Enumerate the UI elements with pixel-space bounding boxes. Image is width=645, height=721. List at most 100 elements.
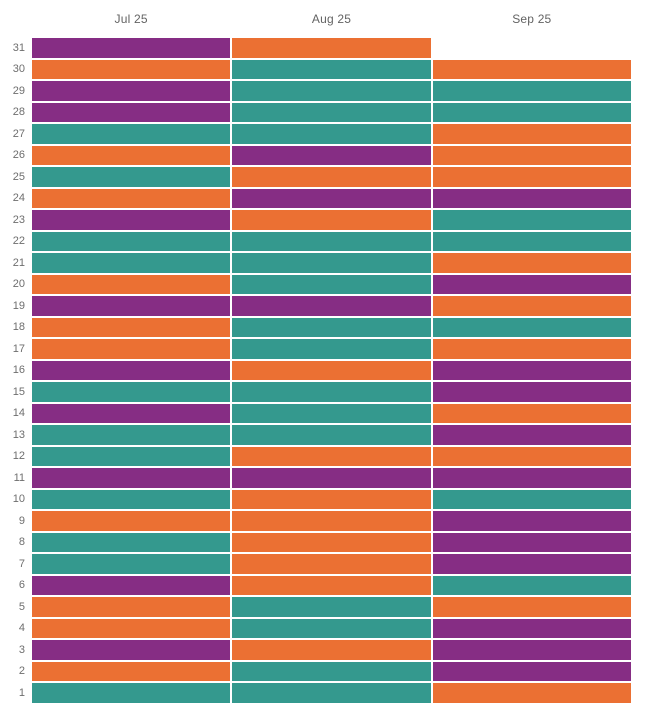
row-label: 6 bbox=[18, 579, 25, 592]
heatmap-cell[interactable] bbox=[432, 382, 631, 402]
heatmap-cell[interactable] bbox=[232, 683, 431, 703]
heatmap-cell[interactable] bbox=[232, 188, 431, 208]
heatmap-cell[interactable] bbox=[32, 59, 231, 79]
heatmap-cell[interactable] bbox=[32, 145, 231, 165]
heatmap-cell[interactable] bbox=[32, 661, 231, 681]
heatmap-cell[interactable] bbox=[232, 382, 431, 402]
heatmap-cell[interactable] bbox=[232, 360, 431, 380]
heatmap-cell[interactable] bbox=[432, 489, 631, 509]
heatmap-cell[interactable] bbox=[432, 274, 631, 294]
heatmap-cell[interactable] bbox=[432, 446, 631, 466]
heatmap-cell[interactable] bbox=[232, 81, 431, 101]
heatmap-cell[interactable] bbox=[232, 253, 431, 273]
heatmap-cell[interactable] bbox=[432, 511, 631, 531]
heatmap-cell[interactable] bbox=[432, 102, 631, 122]
heatmap-cell[interactable] bbox=[432, 296, 631, 316]
heatmap-cell[interactable] bbox=[432, 683, 631, 703]
heatmap-cell[interactable] bbox=[32, 296, 231, 316]
heatmap-cell[interactable] bbox=[432, 81, 631, 101]
heatmap-cell[interactable] bbox=[32, 640, 231, 660]
heatmap-cell[interactable] bbox=[32, 511, 231, 531]
heatmap-cell[interactable] bbox=[32, 188, 231, 208]
heatmap-cell[interactable] bbox=[32, 124, 231, 144]
heatmap-cell[interactable] bbox=[232, 296, 431, 316]
heatmap-cell[interactable] bbox=[32, 274, 231, 294]
heatmap-cell[interactable] bbox=[232, 145, 431, 165]
column-header-sep: Sep 25 bbox=[512, 12, 552, 26]
heatmap-cell[interactable] bbox=[232, 575, 431, 595]
heatmap-cell[interactable] bbox=[232, 511, 431, 531]
heatmap-cell[interactable] bbox=[32, 360, 231, 380]
heatmap-cell[interactable] bbox=[432, 532, 631, 552]
heatmap-cell[interactable] bbox=[232, 597, 431, 617]
heatmap-cell[interactable] bbox=[32, 38, 231, 58]
heatmap-cell[interactable] bbox=[232, 532, 431, 552]
row-label: 13 bbox=[12, 428, 25, 441]
heatmap-cell[interactable] bbox=[32, 253, 231, 273]
heatmap-cell[interactable] bbox=[432, 554, 631, 574]
heatmap-cell[interactable] bbox=[32, 468, 231, 488]
heatmap-cell[interactable] bbox=[32, 339, 231, 359]
heatmap-cell[interactable] bbox=[32, 554, 231, 574]
heatmap-cell[interactable] bbox=[32, 597, 231, 617]
heatmap-cell[interactable] bbox=[32, 167, 231, 187]
heatmap-cell[interactable] bbox=[232, 38, 431, 58]
heatmap-cell[interactable] bbox=[32, 532, 231, 552]
heatmap-cell[interactable] bbox=[232, 489, 431, 509]
heatmap-cell[interactable] bbox=[432, 317, 631, 337]
heatmap-cell[interactable] bbox=[432, 167, 631, 187]
heatmap-cell[interactable] bbox=[232, 274, 431, 294]
column-header-jul: Jul 25 bbox=[114, 12, 148, 26]
heatmap-cell[interactable] bbox=[432, 575, 631, 595]
heatmap-cell[interactable] bbox=[232, 124, 431, 144]
heatmap-cell[interactable] bbox=[32, 210, 231, 230]
heatmap-cell[interactable] bbox=[232, 554, 431, 574]
heatmap-cell[interactable] bbox=[432, 425, 631, 445]
heatmap-cell[interactable] bbox=[32, 317, 231, 337]
heatmap-cell[interactable] bbox=[32, 683, 231, 703]
heatmap-cell[interactable] bbox=[232, 661, 431, 681]
heatmap-cell[interactable] bbox=[32, 575, 231, 595]
heatmap-cell[interactable] bbox=[232, 446, 431, 466]
heatmap-cell[interactable] bbox=[432, 360, 631, 380]
heatmap-cell[interactable] bbox=[232, 231, 431, 251]
heatmap-cell[interactable] bbox=[32, 81, 231, 101]
row-label: 3 bbox=[18, 643, 25, 656]
heatmap-cell[interactable] bbox=[432, 597, 631, 617]
column-header-aug: Aug 25 bbox=[311, 12, 352, 26]
heatmap-cell[interactable] bbox=[432, 468, 631, 488]
heatmap-cell[interactable] bbox=[232, 102, 431, 122]
heatmap-cell[interactable] bbox=[432, 145, 631, 165]
heatmap-cell[interactable] bbox=[32, 446, 231, 466]
heatmap-cell[interactable] bbox=[232, 317, 431, 337]
heatmap-cell[interactable] bbox=[432, 59, 631, 79]
heatmap-cell[interactable] bbox=[232, 468, 431, 488]
heatmap-cell[interactable] bbox=[432, 231, 631, 251]
heatmap-cell[interactable] bbox=[32, 425, 231, 445]
heatmap-cell[interactable] bbox=[232, 640, 431, 660]
heatmap-cell[interactable] bbox=[432, 210, 631, 230]
heatmap-cell[interactable] bbox=[432, 253, 631, 273]
heatmap-cell[interactable] bbox=[232, 425, 431, 445]
heatmap-cell[interactable] bbox=[232, 59, 431, 79]
heatmap-cell[interactable] bbox=[432, 403, 631, 423]
heatmap-cell[interactable] bbox=[232, 167, 431, 187]
heatmap-cell[interactable] bbox=[32, 382, 231, 402]
heatmap-cell[interactable] bbox=[432, 124, 631, 144]
heatmap-cell[interactable] bbox=[432, 188, 631, 208]
heatmap-cell[interactable] bbox=[432, 661, 631, 681]
heatmap-cell[interactable] bbox=[232, 403, 431, 423]
heatmap-cell[interactable] bbox=[432, 640, 631, 660]
heatmap-cell[interactable] bbox=[232, 339, 431, 359]
heatmap-cell[interactable] bbox=[232, 618, 431, 638]
heatmap-cell[interactable] bbox=[32, 231, 231, 251]
heatmap-cell[interactable] bbox=[32, 618, 231, 638]
row-label: 16 bbox=[12, 364, 25, 377]
heatmap-cell[interactable] bbox=[432, 339, 631, 359]
heatmap-cell[interactable] bbox=[232, 210, 431, 230]
heatmap-cell[interactable] bbox=[32, 403, 231, 423]
heatmap-cell[interactable] bbox=[32, 489, 231, 509]
heatmap-cell[interactable] bbox=[432, 618, 631, 638]
heatmap-cell[interactable] bbox=[32, 102, 231, 122]
